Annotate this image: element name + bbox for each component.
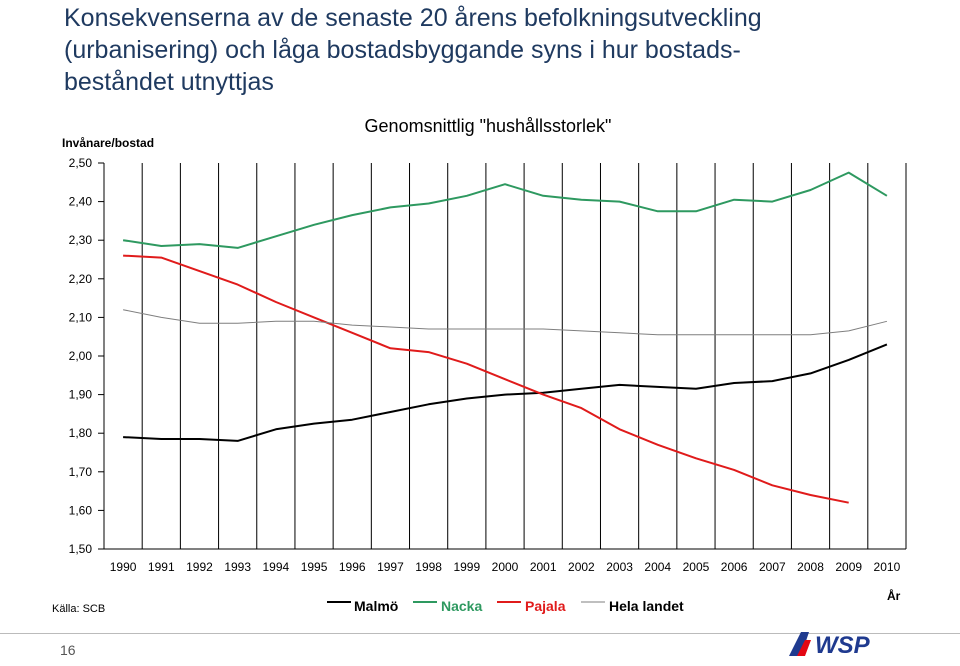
y-tick-label: 2,00 <box>69 349 93 363</box>
slide-title: Konsekvenserna av de senaste 20 årens be… <box>64 2 944 98</box>
x-tick-label: 2005 <box>683 560 710 574</box>
y-tick-label: 2,30 <box>69 233 93 247</box>
series-line-hela-landet <box>123 309 888 336</box>
logo-text: WSP <box>815 632 871 659</box>
x-tick-label: 2009 <box>835 560 862 574</box>
x-tick-label: 2003 <box>606 560 633 574</box>
legend-label: Nacka <box>441 598 482 614</box>
x-tick-label: 2010 <box>874 560 901 574</box>
title-line-3: beståndet utnyttjas <box>64 68 274 96</box>
x-tick-label: 1992 <box>186 560 213 574</box>
y-tick-label: 2,40 <box>69 195 93 209</box>
x-tick-label: 1991 <box>148 560 175 574</box>
grid <box>103 163 907 549</box>
title-line-1: Konsekvenserna av de senaste 20 årens be… <box>64 4 762 32</box>
legend-label: Malmö <box>354 598 398 614</box>
x-tick-label: 1999 <box>453 560 480 574</box>
x-tick-label: 2007 <box>759 560 786 574</box>
y-tick-label: 1,70 <box>69 465 93 479</box>
logo-mark-accent <box>797 640 811 656</box>
x-tick-label: 2006 <box>721 560 748 574</box>
legend: Malmö Nacka Pajala Hela landet <box>327 598 684 614</box>
x-tick-label: 1994 <box>263 560 290 574</box>
y-axis-label: Invånare/bostad <box>62 136 154 150</box>
x-tick-label: 1998 <box>415 560 442 574</box>
logo-mark <box>789 632 809 656</box>
x-tick-label: 2002 <box>568 560 595 574</box>
series-line-pajala <box>123 254 849 504</box>
series-line-malm- <box>123 343 888 442</box>
y-tick-label: 2,20 <box>69 272 93 286</box>
chart-title: Genomsnittlig "hushållsstorlek" <box>365 116 612 136</box>
y-tick-label: 1,50 <box>69 542 93 556</box>
x-tick-label: 1990 <box>110 560 137 574</box>
axes: 2,50 2,40 2,30 2,20 2,10 2,00 1,90 1,80 1,70 1,60… <box>69 156 906 574</box>
y-tick-label: 1,60 <box>69 503 93 517</box>
x-tick-label: 2000 <box>492 560 519 574</box>
series-layer <box>122 171 888 504</box>
x-tick-label: 1997 <box>377 560 404 574</box>
x-tick-label: 2001 <box>530 560 557 574</box>
y-tick-label: 2,10 <box>69 310 93 324</box>
legend-label: Hela landet <box>609 598 684 614</box>
x-tick-label: 1996 <box>339 560 366 574</box>
x-tick-label: 2008 <box>797 560 824 574</box>
y-tick-label: 1,90 <box>69 388 93 402</box>
source-note: Källa: SCB <box>52 603 106 615</box>
footer-divider <box>0 633 960 634</box>
page-number: 16 <box>60 642 76 658</box>
legend-label: Pajala <box>525 598 566 614</box>
x-tick-label: 1993 <box>224 560 251 574</box>
series-line-nacka <box>122 171 888 249</box>
wsp-logo: WSP <box>789 632 871 659</box>
title-line-2: (urbanisering) och låga bostadsbyggande … <box>64 36 741 64</box>
y-tick-label: 1,80 <box>69 426 93 440</box>
x-axis-label: År <box>887 588 901 603</box>
y-tick-label: 2,50 <box>69 156 93 170</box>
x-tick-label: 2004 <box>644 560 671 574</box>
x-tick-label: 1995 <box>301 560 328 574</box>
